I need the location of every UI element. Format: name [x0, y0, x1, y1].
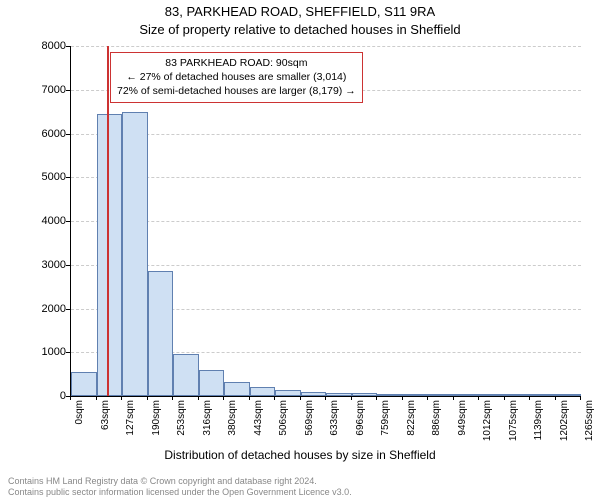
histogram-bar — [505, 394, 531, 396]
annotation-box: 83 PARKHEAD ROAD: 90sqm ← 27% of detache… — [110, 52, 363, 103]
annotation-line-2: ← 27% of detached houses are smaller (3,… — [117, 70, 356, 84]
x-tick-mark — [172, 396, 173, 400]
x-tick-mark — [555, 396, 556, 400]
y-tick-label: 1000 — [26, 346, 66, 358]
annotation-line-3: 72% of semi-detached houses are larger (… — [117, 84, 356, 98]
y-tick-label: 5000 — [26, 171, 66, 183]
histogram-bar — [97, 114, 123, 396]
x-tick-mark — [453, 396, 454, 400]
histogram-bar — [530, 394, 556, 396]
x-tick-mark — [96, 396, 97, 400]
x-tick-mark — [249, 396, 250, 400]
histogram-bar — [454, 394, 480, 396]
x-tick-mark — [376, 396, 377, 400]
histogram-bar — [122, 112, 148, 396]
y-tick-label: 6000 — [26, 128, 66, 140]
x-tick-mark — [147, 396, 148, 400]
annotation-line-1: 83 PARKHEAD ROAD: 90sqm — [117, 56, 356, 70]
x-tick-mark — [478, 396, 479, 400]
y-tick-label: 3000 — [26, 259, 66, 271]
x-tick-mark — [529, 396, 530, 400]
x-tick-mark — [427, 396, 428, 400]
chart-container: 83, PARKHEAD ROAD, SHEFFIELD, S11 9RA Si… — [0, 0, 600, 500]
histogram-bar — [250, 387, 276, 396]
histogram-bar — [428, 394, 454, 396]
histogram-bar — [173, 354, 199, 396]
histogram-bar — [556, 394, 582, 396]
histogram-bar — [301, 392, 327, 396]
x-tick-mark — [402, 396, 403, 400]
x-axis-label: Distribution of detached houses by size … — [0, 448, 600, 462]
chart-subtitle: Size of property relative to detached ho… — [0, 22, 600, 37]
footer-line-2: Contains public sector information licen… — [8, 487, 592, 498]
histogram-bar — [352, 393, 378, 396]
y-tick-label: 4000 — [26, 215, 66, 227]
histogram-bar — [377, 394, 403, 396]
x-tick-mark — [274, 396, 275, 400]
x-tick-mark — [121, 396, 122, 400]
histogram-bar — [71, 372, 97, 396]
grid-line — [71, 177, 581, 178]
grid-line — [71, 46, 581, 47]
histogram-bar — [479, 394, 505, 396]
histogram-bar — [403, 394, 429, 396]
chart-title-address: 83, PARKHEAD ROAD, SHEFFIELD, S11 9RA — [0, 4, 600, 19]
x-tick-mark — [70, 396, 71, 400]
x-tick-mark — [300, 396, 301, 400]
y-tick-label: 2000 — [26, 303, 66, 315]
x-tick-mark — [198, 396, 199, 400]
footer-line-1: Contains HM Land Registry data © Crown c… — [8, 476, 592, 487]
x-tick-mark — [580, 396, 581, 400]
grid-line — [71, 221, 581, 222]
histogram-bar — [326, 393, 352, 397]
histogram-bar — [224, 382, 250, 396]
marker-line — [107, 46, 109, 396]
y-tick-label: 7000 — [26, 84, 66, 96]
x-tick-mark — [325, 396, 326, 400]
grid-line — [71, 265, 581, 266]
grid-line — [71, 134, 581, 135]
y-tick-label: 0 — [26, 390, 66, 402]
x-tick-mark — [351, 396, 352, 400]
y-tick-label: 8000 — [26, 40, 66, 52]
footer-attribution: Contains HM Land Registry data © Crown c… — [8, 476, 592, 498]
x-tick-mark — [504, 396, 505, 400]
x-tick-mark — [223, 396, 224, 400]
histogram-bar — [199, 370, 225, 396]
histogram-bar — [148, 271, 174, 396]
histogram-bar — [275, 390, 301, 396]
